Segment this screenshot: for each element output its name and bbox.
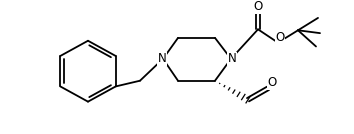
- Text: O: O: [275, 31, 285, 44]
- Text: O: O: [267, 76, 276, 89]
- Text: N: N: [228, 52, 236, 65]
- Text: N: N: [158, 52, 166, 65]
- Text: O: O: [253, 0, 263, 13]
